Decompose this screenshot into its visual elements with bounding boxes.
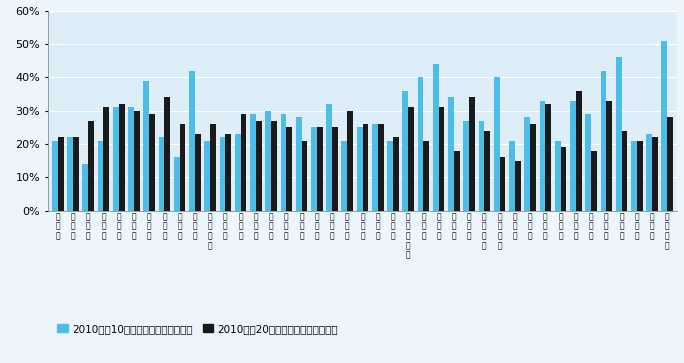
Bar — [57, 137, 64, 211]
Bar — [591, 151, 597, 211]
Bar — [484, 131, 490, 211]
Bar — [326, 104, 332, 211]
Bar — [561, 147, 566, 211]
Bar — [195, 134, 200, 211]
Bar — [661, 41, 668, 211]
Bar — [250, 114, 256, 211]
Bar — [372, 124, 378, 211]
Bar — [287, 127, 292, 211]
Bar — [67, 137, 73, 211]
Bar — [317, 127, 323, 211]
Bar — [226, 134, 231, 211]
Bar — [210, 124, 216, 211]
Bar — [631, 141, 637, 211]
Bar — [332, 127, 338, 211]
Bar — [418, 77, 423, 211]
Bar — [174, 157, 180, 211]
Bar — [652, 137, 658, 211]
Bar — [205, 141, 210, 211]
Bar — [347, 111, 353, 211]
Bar — [357, 127, 363, 211]
Bar — [241, 114, 246, 211]
Bar — [393, 137, 399, 211]
Bar — [530, 124, 536, 211]
Bar — [98, 141, 103, 211]
Bar — [479, 121, 484, 211]
Bar — [88, 121, 94, 211]
Bar — [454, 151, 460, 211]
Bar — [159, 137, 164, 211]
Bar — [128, 107, 134, 211]
Bar — [646, 134, 652, 211]
Bar — [448, 97, 454, 211]
Bar — [540, 101, 545, 211]
Bar — [515, 160, 521, 211]
Bar — [668, 117, 673, 211]
Bar — [134, 111, 140, 211]
Bar — [52, 141, 57, 211]
Bar — [469, 97, 475, 211]
Bar — [363, 124, 368, 211]
Bar — [149, 114, 155, 211]
Bar — [494, 77, 499, 211]
Bar — [164, 97, 170, 211]
Bar — [280, 114, 287, 211]
Bar — [73, 137, 79, 211]
Bar — [103, 107, 109, 211]
Bar — [509, 141, 515, 211]
Bar — [265, 111, 271, 211]
Bar — [545, 104, 551, 211]
Bar — [311, 127, 317, 211]
Bar — [423, 141, 430, 211]
Bar — [637, 141, 642, 211]
Bar — [341, 141, 347, 211]
Bar — [235, 134, 241, 211]
Bar — [555, 141, 561, 211]
Bar — [113, 107, 119, 211]
Bar — [438, 107, 445, 211]
Bar — [119, 104, 124, 211]
Bar — [408, 107, 414, 211]
Bar — [463, 121, 469, 211]
Bar — [601, 71, 606, 211]
Bar — [499, 157, 505, 211]
Bar — [256, 121, 262, 211]
Bar — [586, 114, 591, 211]
Bar — [378, 124, 384, 211]
Bar — [606, 101, 612, 211]
Bar — [387, 141, 393, 211]
Bar — [525, 117, 530, 211]
Bar — [616, 57, 622, 211]
Bar — [83, 164, 88, 211]
Bar — [180, 124, 185, 211]
Bar — [295, 117, 302, 211]
Bar — [144, 81, 149, 211]
Bar — [189, 71, 195, 211]
Bar — [570, 101, 576, 211]
Bar — [433, 64, 438, 211]
Bar — [622, 131, 627, 211]
Bar — [402, 91, 408, 211]
Bar — [220, 137, 226, 211]
Bar — [576, 91, 581, 211]
Bar — [271, 121, 277, 211]
Legend: 2010年に10代後半だった者の転出率, 2010年に20代前半だった者の転入率: 2010年に10代後半だった者の転出率, 2010年に20代前半だった者の転入率 — [53, 319, 342, 338]
Bar — [302, 141, 307, 211]
